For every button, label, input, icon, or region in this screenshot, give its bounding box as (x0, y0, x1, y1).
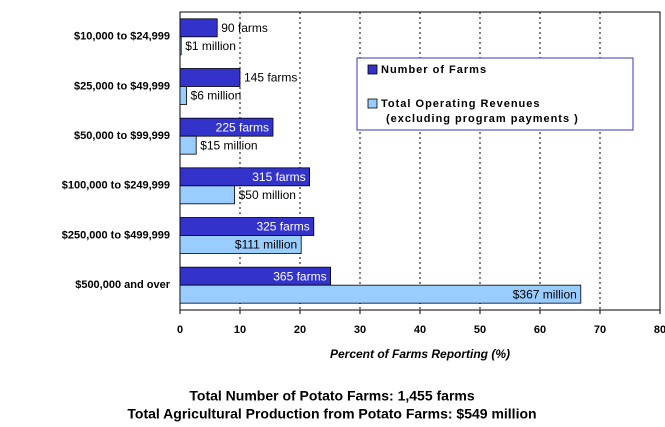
x-tick-label: 10 (234, 324, 246, 336)
data-label: 325 farms (256, 220, 309, 234)
legend: Number of Farms Total Operating Revenues (… (356, 57, 634, 131)
data-label: $1 million (185, 39, 236, 53)
data-label: 225 farms (216, 120, 269, 134)
plot-area (179, 11, 661, 311)
y-tick-label: $25,000 to $49,999 (74, 80, 170, 92)
bar (179, 167, 311, 187)
legend-line: (excluding program payments ) (386, 113, 579, 125)
data-label: $6 million (191, 89, 242, 103)
bar (179, 68, 241, 87)
bar (179, 185, 235, 205)
bar (179, 86, 187, 105)
x-tick-label: 80 (654, 324, 665, 336)
data-label: $367 million (513, 287, 577, 301)
y-tick-label: $10,000 to $24,999 (74, 31, 170, 43)
bar (179, 36, 182, 56)
y-tick-label: $500,000 and over (75, 279, 171, 291)
x-tick-label: 0 (177, 324, 183, 336)
data-label: $50 million (239, 188, 296, 202)
footnote: Total Agricultural Production from Potat… (127, 406, 536, 422)
footnote: Total Number of Potato Farms: 1,455 farm… (189, 388, 474, 404)
bar (179, 284, 582, 304)
data-label: 90 farms (221, 21, 268, 35)
data-label: 145 farms (244, 71, 297, 85)
x-axis-label: Percent of Farms Reporting (%) (330, 347, 510, 361)
data-label: $15 million (200, 138, 257, 152)
legend-label: Number of Farms (381, 64, 487, 76)
y-tick-label: $100,000 to $249,999 (62, 180, 170, 192)
data-label: 315 farms (252, 170, 305, 184)
bar (179, 135, 197, 155)
x-tick-label: 30 (354, 324, 366, 336)
bar (179, 235, 302, 254)
y-tick-label: $50,000 to $99,999 (74, 130, 170, 142)
bar (179, 18, 218, 38)
y-tick-label: $250,000 to $499,999 (62, 229, 170, 241)
x-tick-label: 60 (534, 324, 546, 336)
legend-swatch (367, 64, 378, 75)
x-tick-label: 70 (594, 324, 606, 336)
x-tick-label: 50 (474, 324, 486, 336)
x-tick-label: 20 (294, 324, 306, 336)
legend-swatch (367, 98, 378, 109)
legend-box (356, 57, 634, 131)
data-label: $111 million (235, 238, 297, 252)
legend-line: Number of Farms (381, 64, 487, 76)
bar (179, 117, 274, 137)
legend-label: Total Operating Revenues (excluding progr… (381, 98, 579, 125)
legend-line: Total Operating Revenues (381, 98, 541, 110)
x-tick-label: 40 (414, 324, 426, 336)
data-label: 365 farms (273, 269, 326, 283)
